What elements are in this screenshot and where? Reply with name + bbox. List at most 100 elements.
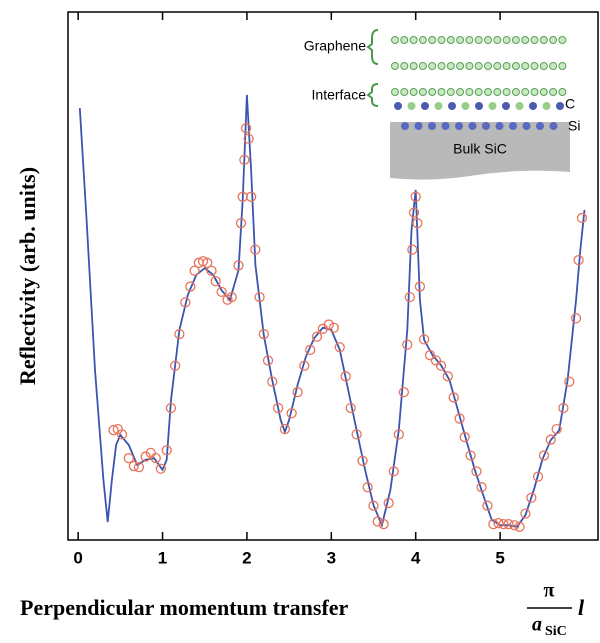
atom <box>434 102 443 110</box>
data-point <box>202 257 213 268</box>
data-point <box>388 466 399 477</box>
data-point <box>286 408 297 419</box>
atom <box>536 122 544 130</box>
atom <box>456 88 465 96</box>
data-point <box>573 255 584 266</box>
atom <box>484 62 492 70</box>
data-point <box>435 360 447 371</box>
data-point <box>368 500 379 511</box>
atom <box>421 102 429 110</box>
data-point <box>133 461 145 473</box>
data-point <box>357 455 368 466</box>
atom <box>456 36 465 44</box>
atom <box>493 62 502 70</box>
plot-frame <box>67 11 599 541</box>
data-point <box>305 344 316 356</box>
atom <box>542 102 551 110</box>
data-point <box>424 350 436 361</box>
atom <box>428 88 437 96</box>
data-point <box>185 281 196 292</box>
data-point <box>210 276 221 287</box>
formula-denominator: a <box>532 614 542 636</box>
atom <box>539 62 548 70</box>
data-point <box>292 387 303 398</box>
atom <box>446 62 455 70</box>
formula-subscript: SiC <box>545 624 567 639</box>
data-point <box>459 431 470 443</box>
atom <box>539 36 548 44</box>
atom <box>549 88 558 96</box>
atom <box>522 122 531 130</box>
structure-inset: Graphene Interface C Si Bulk SiC <box>304 29 580 180</box>
data-point <box>408 207 420 218</box>
atom <box>409 62 418 70</box>
data-point <box>471 466 482 477</box>
data-point <box>206 265 217 276</box>
atom <box>409 36 418 44</box>
x-label-formula: π a SiC l <box>527 580 585 639</box>
atom <box>511 36 520 44</box>
data-point <box>345 402 356 414</box>
data-point <box>404 291 415 303</box>
interface-brace <box>366 83 379 107</box>
data-point <box>240 123 252 134</box>
data-point <box>488 519 499 530</box>
data-point <box>402 339 413 350</box>
atom <box>391 62 399 70</box>
data-point <box>174 328 185 340</box>
data-point <box>576 212 588 224</box>
atom <box>414 122 423 130</box>
atom <box>468 122 477 130</box>
atom <box>493 36 502 44</box>
atom <box>530 88 539 96</box>
atom <box>484 88 492 96</box>
data-point <box>128 460 139 472</box>
data-point <box>254 291 265 303</box>
atom <box>515 102 524 110</box>
x-tick-label: 0 <box>73 548 82 567</box>
graphene-label: Graphene <box>304 38 366 54</box>
atom <box>488 102 497 110</box>
atom <box>465 62 474 70</box>
data-point <box>570 313 582 324</box>
x-tick-label: 2 <box>242 548 251 567</box>
bulk-label: Bulk SiC <box>453 141 507 157</box>
data-point <box>116 429 128 440</box>
atom <box>437 62 446 70</box>
atom <box>511 88 520 96</box>
atom <box>474 88 483 96</box>
atom <box>475 102 483 110</box>
atom <box>556 102 564 110</box>
interface-label: Interface <box>312 87 367 103</box>
data-point <box>243 133 254 144</box>
data-point <box>258 328 269 340</box>
graphene-brace <box>366 29 379 65</box>
atom <box>394 102 402 110</box>
atom <box>418 62 427 70</box>
data-point <box>161 445 172 456</box>
atom <box>493 88 502 96</box>
data-point <box>414 281 426 292</box>
data-point <box>189 265 200 276</box>
data-point <box>526 492 537 503</box>
atom <box>530 62 539 70</box>
atom <box>509 122 517 130</box>
data-point <box>558 402 569 414</box>
data-point <box>150 453 161 464</box>
data-point <box>503 519 514 530</box>
data-point <box>272 402 284 414</box>
atom <box>465 88 474 96</box>
atom <box>455 122 463 130</box>
atom <box>511 62 520 70</box>
data-point <box>398 387 410 398</box>
data-point <box>362 482 373 493</box>
data-point <box>465 450 476 461</box>
data-point <box>545 434 556 445</box>
x-axis-label: Perpendicular momentum transfer <box>20 595 349 620</box>
data-point <box>311 331 323 342</box>
data-point <box>334 342 345 353</box>
data-point <box>493 517 504 529</box>
data-point <box>233 260 244 271</box>
atom <box>474 36 483 44</box>
